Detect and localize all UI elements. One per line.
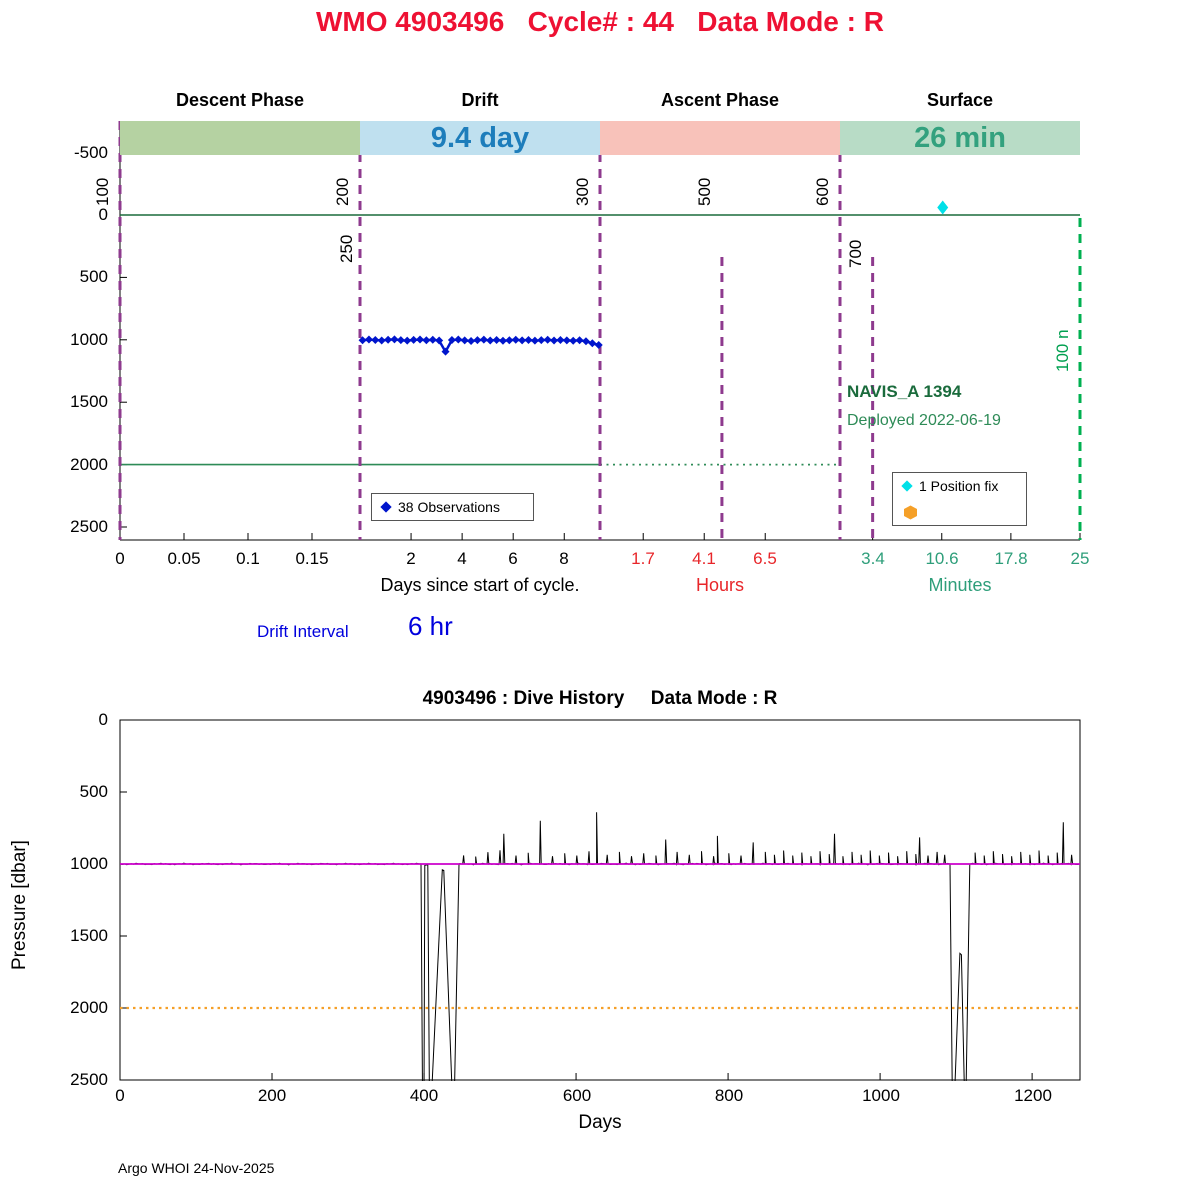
- top-xtick-days: 0.05: [167, 549, 201, 568]
- event-label-100: 100: [93, 177, 112, 206]
- event-label-250: 250: [337, 234, 356, 263]
- top-xtick-days: 0.15: [295, 549, 329, 568]
- bottom-xtick: 1200: [1014, 1086, 1052, 1105]
- event-label-600: 600: [813, 177, 832, 206]
- band-text-surface: 26 min: [914, 121, 1006, 154]
- page-title: WMO 4903496 Cycle# : 44 Data Mode : R: [316, 6, 884, 37]
- legend-fix-label: 1 Position fix: [919, 478, 999, 494]
- phase-header-ascent: Ascent Phase: [660, 90, 780, 110]
- phase-header-descent: Descent Phase: [175, 90, 305, 110]
- top-ytick: 1500: [70, 392, 108, 411]
- bottom-xtick: 1000: [862, 1086, 900, 1105]
- top-xtick-days: 0: [115, 549, 125, 568]
- bottom-xtick: 200: [257, 1086, 287, 1105]
- event-label-700: 700: [846, 239, 865, 268]
- top-ytick: 500: [79, 267, 108, 286]
- top-xtick-hours: 1.7: [631, 549, 655, 568]
- phase-header-surface: Surface: [926, 90, 994, 110]
- phase-header-drift: Drift: [461, 90, 499, 110]
- legend-position-fix: 1 Position fix: [892, 472, 1027, 526]
- bottom-xtick: 0: [115, 1086, 125, 1105]
- bottom-xtick: 400: [409, 1086, 439, 1105]
- top-xtick-hours: 4.1: [692, 549, 716, 568]
- drift-interval-label: Drift Interval: [257, 622, 349, 641]
- top-xtick-minutes: 17.8: [994, 549, 1028, 568]
- legend-park-row: [893, 499, 1026, 525]
- top-xtick-minutes: 3.4: [861, 549, 885, 568]
- legend-observations-row: 38 Observations: [372, 494, 533, 520]
- top-xtick-drift: 2: [406, 549, 416, 568]
- pressure-axis-label: Pressure [dbar]: [9, 840, 30, 970]
- bottom-xtick: 800: [714, 1086, 744, 1105]
- axis-caption-hours: Hours: [695, 575, 745, 595]
- bottom-ytick: 2000: [70, 998, 108, 1017]
- top-ytick: 0: [98, 205, 108, 224]
- axis-caption-minutes: Minutes: [928, 575, 992, 595]
- event-label-500: 500: [695, 177, 714, 206]
- bottom-ytick: 1000: [70, 854, 108, 873]
- bottom-ytick: 1500: [70, 926, 108, 945]
- observation-diamond-icon: [380, 501, 392, 513]
- band-text-drift: 9.4 day: [430, 121, 530, 154]
- bottom-ytick: 500: [79, 782, 108, 801]
- footer-credit: Argo WHOI 24-Nov-2025: [118, 1160, 275, 1176]
- top-xtick-drift: 4: [457, 549, 467, 568]
- event-label-300: 300: [573, 177, 592, 206]
- top-ytick: 2000: [70, 455, 108, 474]
- position-fix-diamond-icon: [901, 480, 913, 492]
- top-xtick-hours: 6.5: [753, 549, 777, 568]
- band-descent: [120, 121, 360, 155]
- top-xtick-days: 0.1: [236, 549, 260, 568]
- event-label-200: 200: [333, 177, 352, 206]
- band-ascent: [600, 121, 840, 155]
- axis-caption-days: Days since start of cycle.: [380, 575, 580, 595]
- top-xtick-minutes: 25: [1070, 549, 1090, 568]
- dive-history-title: 4903496 : Dive History Data Mode : R: [422, 688, 778, 709]
- top-ytick: 1000: [70, 330, 108, 349]
- legend-observations-label: 38 Observations: [398, 499, 500, 515]
- legend-fix-row: 1 Position fix: [893, 473, 1026, 499]
- bottom-ytick: 2500: [70, 1070, 108, 1089]
- days-axis-label: Days: [578, 1112, 622, 1133]
- band-drift: 9.4 day: [360, 121, 600, 155]
- drift-interval-value: 6 hr: [408, 611, 453, 641]
- float-name-label: NAVIS_A 1394: [847, 382, 962, 401]
- bottom-xtick: 600: [562, 1086, 592, 1105]
- top-ytick: -500: [73, 143, 108, 162]
- bottom-ytick: 0: [98, 710, 108, 729]
- legend-observations: 38 Observations: [371, 493, 534, 521]
- top-xtick-drift: 8: [559, 549, 569, 568]
- top-xtick-drift: 6: [508, 549, 518, 568]
- top-xtick-minutes: 10.6: [925, 549, 959, 568]
- park-hexagon-icon: [904, 505, 917, 519]
- deployed-date-label: Deployed 2022-06-19: [847, 412, 1001, 429]
- band-surface: 26 min: [840, 121, 1080, 155]
- event-label-100n: 100 n: [1053, 329, 1072, 372]
- top-ytick: 2500: [70, 517, 108, 536]
